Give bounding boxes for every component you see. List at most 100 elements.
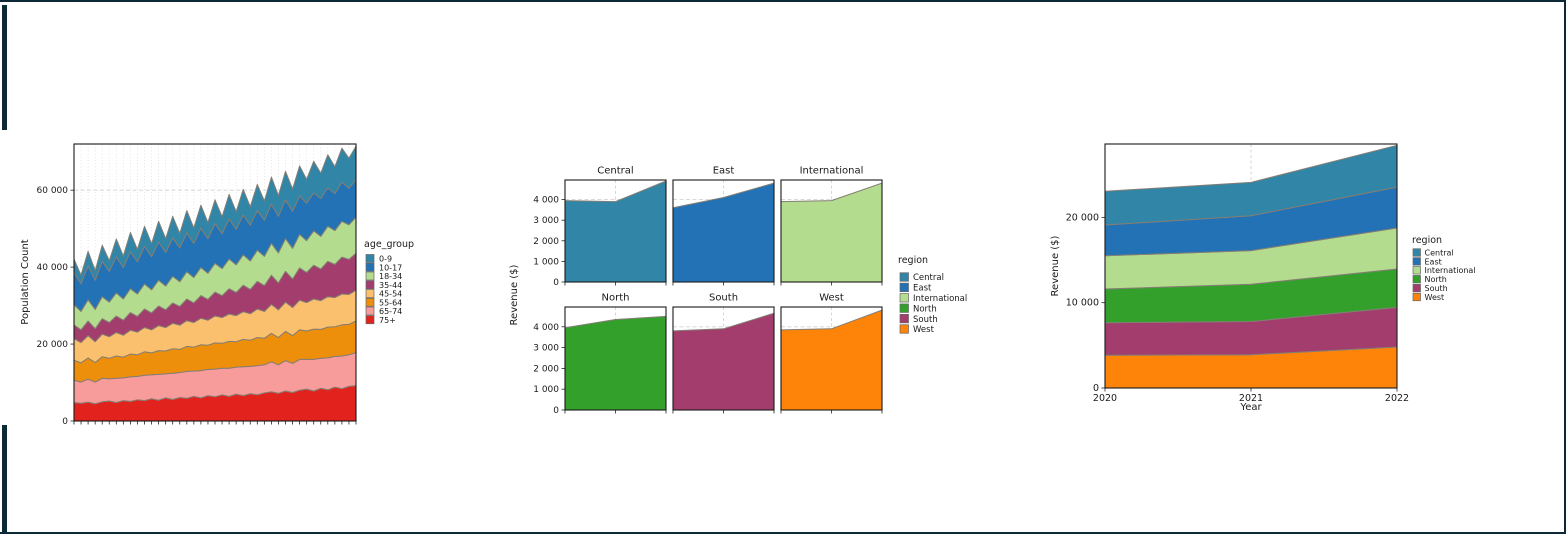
panel-border [1104, 143, 1398, 389]
age-group-legend-label: 18-34 [379, 272, 402, 281]
y-tick-label: 10 000 [1066, 298, 1099, 309]
y-tick-label: 2 000 [533, 364, 559, 374]
region-facets-legend-swatch-East [899, 282, 909, 292]
stacked-x-axis-label: Year [1240, 402, 1262, 413]
region-facets-legend-label: East [913, 284, 932, 294]
region-facets-legend-label: South [913, 315, 938, 325]
age-group-legend-label: 35-44 [379, 281, 402, 290]
facet-panel-West: West [780, 293, 883, 414]
x-tick-label: 2020 [1093, 393, 1117, 404]
y-tick-label: 0 [1093, 383, 1099, 394]
y-tick-label: 3 000 [533, 216, 559, 226]
revenue-stacked-area-chart: 0 10 000 20 000 2020 2021 2022 CentralEastInte… [1066, 143, 1476, 404]
region-legend-title-stacked: region [1412, 235, 1443, 246]
age-group-legend-swatch-0-9 [365, 254, 375, 263]
y-tick-label: 0 [553, 406, 559, 416]
age-group-legend-swatch-18-34 [365, 271, 375, 281]
y-tick-label: 0 [553, 278, 559, 288]
facet-panel-International: International [780, 166, 883, 286]
age-group-legend-title: age_group [364, 239, 415, 250]
region-stacked-legend-swatch-North [1412, 275, 1421, 284]
age-group-legend-swatch-35-44 [365, 280, 375, 290]
region-facets-legend-swatch-West [899, 324, 909, 334]
age-group-legend-swatch-10-17 [365, 262, 375, 272]
facets-y-axis-label: Revenue ($) [509, 264, 520, 326]
facet-title-West: West [819, 293, 844, 304]
population-stacked-area-chart: 0 20 000 40 000 60 000 0-910-1718-3435-4445-… [37, 143, 402, 427]
frame-left-bar-top [2, 5, 7, 130]
region-stacked-legend-swatch-South [1412, 284, 1421, 293]
region-stacked-legend-label: East [1425, 257, 1442, 266]
y-tick-label: 0 [62, 417, 68, 427]
region-legend-title-facets: region [898, 255, 929, 266]
age-group-legend-swatch-55-64 [365, 297, 375, 307]
y-tick-label: 1 000 [533, 257, 559, 267]
y-tick-label: 40 000 [37, 263, 69, 273]
x-tick-label: 2022 [1385, 393, 1409, 404]
area-East [672, 182, 775, 283]
age-group-legend-swatch-45-54 [365, 289, 375, 298]
age-group-legend-label: 0-9 [379, 255, 392, 264]
age-group-legend-label: 75+ [379, 316, 396, 325]
stacked-y-axis-label: Revenue ($) [1050, 235, 1061, 297]
age-group-legend-swatch-75+ [365, 315, 375, 325]
y-tick-label: 4 000 [533, 196, 559, 206]
area-North [564, 315, 667, 411]
panel-border [672, 306, 775, 411]
y-tick-label: 4 000 [533, 323, 559, 333]
facet-title-South: South [709, 293, 738, 304]
facet-panel-Central: 0 1 000 2 000 3 000 4 000 Central [533, 166, 667, 288]
region-stacked-legend-label: South [1425, 284, 1448, 293]
facet-panel-South: South [672, 293, 775, 414]
frame-bottom-border [0, 532, 1566, 534]
panel-border [672, 179, 775, 283]
y-tick-label: 1 000 [533, 385, 559, 395]
frame-right-border [1564, 0, 1566, 534]
area-South [672, 312, 775, 411]
panel-border [780, 306, 883, 411]
facet-title-International: International [800, 166, 864, 177]
y-tick-label: 3 000 [533, 344, 559, 354]
region-facets-legend-label: West [913, 325, 935, 335]
area-Central [564, 180, 667, 283]
region-facets-legend-label: Central [913, 273, 944, 283]
facet-panel-North: 0 1 000 2 000 3 000 4 000 North [533, 293, 667, 416]
y-tick-label: 2 000 [533, 237, 559, 247]
y-tick-label: 20 000 [37, 340, 69, 350]
region-facets-legend-swatch-International [899, 293, 909, 303]
frame-left-bar-bottom [2, 425, 7, 534]
age-group-legend-label: 10-17 [379, 263, 402, 272]
y-tick-label: 60 000 [37, 186, 69, 196]
age-group-legend-swatch-65-74 [365, 306, 375, 316]
y-tick-label: 20 000 [1066, 212, 1099, 223]
panel-border [564, 179, 667, 283]
region-facets-legend-swatch-Central [899, 272, 909, 282]
region-stacked-legend-swatch-East [1412, 257, 1421, 266]
region-facets-legend-label: International [913, 294, 967, 304]
panel-border [780, 179, 883, 283]
region-stacked-legend-label: Central [1425, 248, 1454, 257]
region-facets-legend-swatch-South [899, 314, 909, 324]
x-tick-label: 2021 [1239, 393, 1263, 404]
facet-panel-East: East [672, 166, 775, 286]
region-stacked-legend-label: International [1425, 266, 1476, 275]
facet-title-North: North [602, 293, 630, 304]
region-facets-legend-swatch-North [899, 303, 909, 313]
region-stacked-legend-label: North [1425, 275, 1447, 284]
region-facets-legend-label: North [913, 304, 937, 314]
panel-border [73, 143, 357, 422]
facet-title-East: East [713, 166, 735, 177]
age-group-legend-label: 55-64 [379, 298, 402, 307]
population-y-axis-label: Population Count [20, 239, 31, 325]
age-group-legend-label: 65-74 [379, 307, 402, 316]
facet-title-Central: Central [597, 166, 633, 177]
region-stacked-legend-swatch-West [1412, 292, 1421, 302]
region-stacked-legend-swatch-Central [1412, 248, 1421, 257]
region-stacked-legend-swatch-International [1412, 266, 1421, 275]
